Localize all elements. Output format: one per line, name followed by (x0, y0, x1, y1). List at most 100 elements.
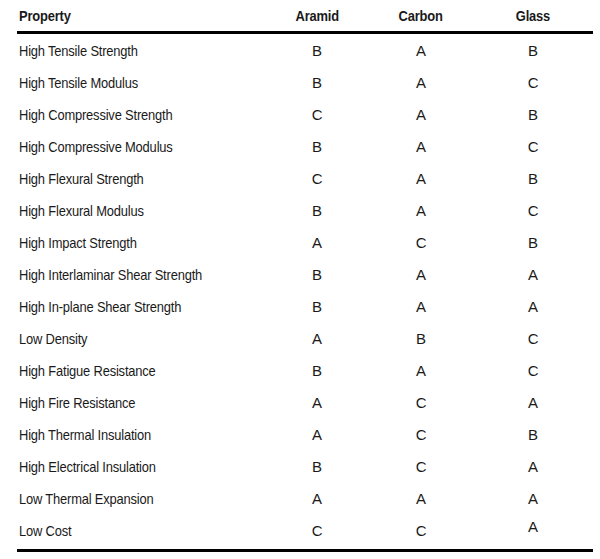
glass-rating: B (528, 42, 538, 59)
carbon-rating-cell: A (369, 170, 473, 187)
aramid-rating-cell: A (265, 234, 369, 251)
glass-rating-cell: B (473, 234, 593, 251)
property-name: High Compressive Modulus (19, 138, 173, 155)
property-cell: High Compressive Modulus (17, 138, 265, 155)
carbon-rating-cell: A (369, 74, 473, 91)
aramid-rating-cell: B (265, 74, 369, 91)
aramid-rating: B (312, 458, 322, 475)
property-name: High Flexural Strength (19, 170, 144, 187)
aramid-rating-cell: B (265, 458, 369, 475)
carbon-rating: C (416, 522, 427, 539)
table-row: Low Thermal Expansion A A A (17, 482, 593, 514)
carbon-rating-cell: A (369, 42, 473, 59)
property-cell: High Thermal Insulation (17, 426, 265, 443)
table-row: High Fatigue Resistance B A C (17, 354, 593, 386)
glass-rating-cell: B (473, 426, 593, 443)
glass-rating-cell: B (473, 42, 593, 59)
glass-rating: C (528, 74, 539, 91)
glass-rating: A (528, 490, 538, 507)
table-row: High Fire Resistance A C A (17, 386, 593, 418)
glass-rating: B (528, 170, 538, 187)
property-name: High Electrical Insulation (19, 458, 156, 475)
aramid-rating-cell: A (265, 394, 369, 411)
carbon-rating: A (416, 266, 426, 283)
glass-rating-cell: B (473, 170, 593, 187)
aramid-rating-cell: C (265, 522, 369, 539)
property-cell: High Fire Resistance (17, 394, 265, 411)
aramid-rating-cell: B (265, 202, 369, 219)
property-name: High Fatigue Resistance (19, 362, 156, 379)
carbon-rating-cell: A (369, 138, 473, 155)
carbon-rating-cell: A (369, 106, 473, 123)
property-name: Low Density (19, 330, 87, 347)
property-cell: Low Cost (17, 522, 265, 539)
carbon-rating: A (416, 362, 426, 379)
carbon-rating-cell: A (369, 202, 473, 219)
glass-rating-cell: A (473, 458, 593, 475)
glass-rating: C (528, 202, 539, 219)
property-name: High Interlaminar Shear Strength (19, 266, 202, 283)
glass-rating: A (528, 458, 538, 475)
aramid-rating: B (312, 42, 322, 59)
glass-rating-cell: C (473, 330, 593, 347)
aramid-rating: A (312, 490, 322, 507)
property-name: High Fire Resistance (19, 394, 135, 411)
property-name: High Compressive Strength (19, 106, 172, 123)
column-header-property-cell: Property (17, 7, 265, 24)
glass-rating: C (528, 362, 539, 379)
carbon-rating-cell: B (369, 330, 473, 347)
aramid-rating-cell: B (265, 266, 369, 283)
property-name: High In-plane Shear Strength (19, 298, 181, 315)
glass-rating-cell: B (473, 106, 593, 123)
glass-rating: A (528, 298, 538, 315)
glass-rating-cell: A (473, 266, 593, 283)
carbon-rating: C (416, 458, 427, 475)
property-cell: High Flexural Modulus (17, 202, 265, 219)
property-cell: Low Density (17, 330, 265, 347)
column-header-glass: Glass (516, 7, 550, 24)
aramid-rating: A (312, 234, 322, 251)
table-row: High Flexural Strength C A B (17, 162, 593, 194)
carbon-rating: A (416, 42, 426, 59)
table-row: Low Cost C C A (17, 514, 593, 546)
aramid-rating: B (312, 266, 322, 283)
carbon-rating-cell: A (369, 298, 473, 315)
table-row: High Tensile Modulus B A C (17, 66, 593, 98)
aramid-rating: A (312, 330, 322, 347)
table-row: Low Density A B C (17, 322, 593, 354)
glass-rating: B (528, 106, 538, 123)
property-cell: High Fatigue Resistance (17, 362, 265, 379)
aramid-rating: C (312, 170, 323, 187)
glass-rating: B (528, 426, 538, 443)
aramid-rating: B (312, 362, 322, 379)
table-row: High Compressive Strength C A B (17, 98, 593, 130)
glass-rating: B (528, 234, 538, 251)
carbon-rating: A (416, 170, 426, 187)
property-name: High Flexural Modulus (19, 202, 144, 219)
column-header-carbon-cell: Carbon (369, 7, 473, 24)
aramid-rating: C (312, 106, 323, 123)
carbon-rating: A (416, 298, 426, 315)
aramid-rating: B (312, 138, 322, 155)
property-name: High Impact Strength (19, 234, 137, 251)
aramid-rating-cell: C (265, 106, 369, 123)
column-header-glass-cell: Glass (473, 7, 593, 24)
aramid-rating-cell: A (265, 426, 369, 443)
property-name: Low Thermal Expansion (19, 490, 154, 507)
bottom-divider-rule (17, 549, 593, 552)
glass-rating-cell: C (473, 202, 593, 219)
carbon-rating-cell: C (369, 234, 473, 251)
aramid-rating: C (312, 522, 323, 539)
aramid-rating-cell: B (265, 138, 369, 155)
property-name: High Tensile Strength (19, 42, 138, 59)
property-cell: High In-plane Shear Strength (17, 298, 265, 315)
column-header-property: Property (19, 7, 71, 24)
carbon-rating-cell: C (369, 458, 473, 475)
glass-rating-cell: A (473, 490, 593, 507)
table-row: High Thermal Insulation A C B (17, 418, 593, 450)
table-row: High Compressive Modulus B A C (17, 130, 593, 162)
property-cell: High Compressive Strength (17, 106, 265, 123)
glass-rating-cell: A (473, 522, 593, 539)
table-body: High Tensile Strength B A B High Tensile… (17, 34, 593, 546)
property-name: High Tensile Modulus (19, 74, 138, 91)
